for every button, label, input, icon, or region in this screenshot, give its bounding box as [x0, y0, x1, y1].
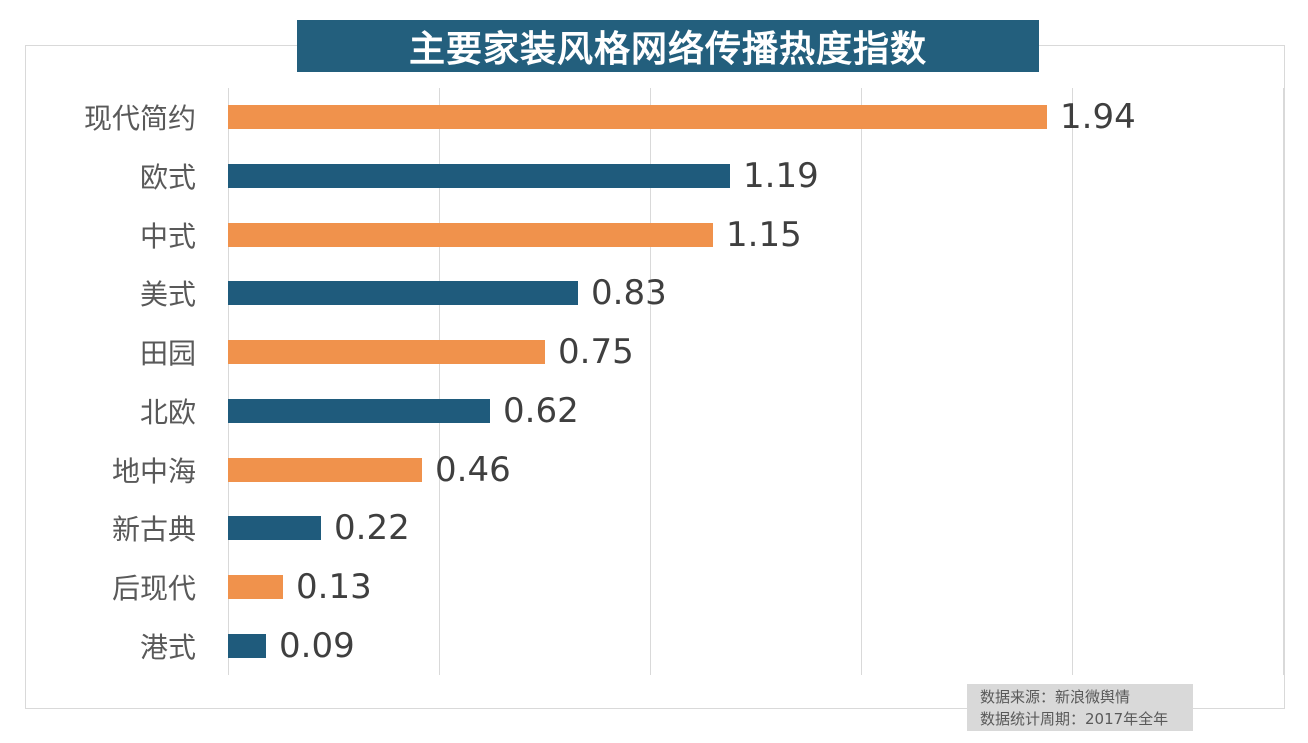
- value-label: 0.46: [435, 449, 511, 490]
- bar-row: 港式 0.09: [0, 616, 1308, 675]
- bar: [228, 281, 578, 306]
- category-label: 北欧: [139, 395, 196, 429]
- gridline-x-2: [1072, 88, 1073, 675]
- value-label: 0.83: [591, 273, 667, 314]
- category-label: 新古典: [111, 513, 196, 547]
- bar: [228, 574, 283, 599]
- value-label: 0.22: [334, 508, 410, 549]
- bar: [228, 633, 266, 658]
- gridline-x-1: [650, 88, 651, 675]
- gridline-x-0.5: [439, 88, 440, 675]
- bar: [228, 105, 1047, 130]
- category-label: 中式: [139, 219, 196, 253]
- bar: [228, 164, 730, 189]
- gridline-x-1.5: [861, 88, 862, 675]
- value-label: 0.75: [558, 332, 634, 373]
- bar-row: 中式 1.15: [0, 205, 1308, 264]
- value-label: 0.09: [279, 625, 355, 666]
- category-label: 美式: [139, 278, 196, 312]
- source-note-line2: 数据统计周期：2017年全年: [980, 709, 1169, 728]
- bar-row: 北欧 0.62: [0, 382, 1308, 441]
- value-label: 1.19: [743, 156, 819, 197]
- bar-row: 后现代 0.13: [0, 558, 1308, 617]
- bar: [228, 222, 713, 247]
- bar-row: 田园 0.75: [0, 323, 1308, 382]
- bar-row: 欧式 1.19: [0, 147, 1308, 206]
- source-note: 数据来源：新浪微舆情 数据统计周期：2017年全年: [967, 684, 1193, 731]
- chart-title-banner: 主要家装风格网络传播热度指数: [297, 20, 1039, 72]
- bar: [228, 398, 490, 423]
- category-label: 现代简约: [83, 102, 196, 136]
- category-label: 田园: [139, 337, 196, 371]
- gridline-x-0: [228, 88, 229, 675]
- value-label: 0.62: [503, 390, 579, 431]
- value-label: 0.13: [296, 566, 372, 607]
- bar: [228, 457, 422, 482]
- bar-row: 地中海 0.46: [0, 440, 1308, 499]
- bar-row: 新古典 0.22: [0, 499, 1308, 558]
- bar: [228, 516, 321, 541]
- value-label: 1.15: [726, 214, 802, 255]
- bar: [228, 340, 545, 365]
- chart-title: 主要家装风格网络传播热度指数: [408, 29, 927, 70]
- category-label: 港式: [139, 630, 196, 664]
- category-label: 地中海: [111, 454, 196, 488]
- category-label: 欧式: [139, 161, 196, 195]
- category-label: 后现代: [111, 571, 196, 605]
- value-label: 1.94: [1060, 97, 1136, 138]
- source-note-line1: 数据来源：新浪微舆情: [980, 687, 1131, 706]
- bar-row: 美式 0.83: [0, 264, 1308, 323]
- gridline-x-2.5: [1283, 88, 1284, 675]
- bar-row: 现代简约 1.94: [0, 88, 1308, 147]
